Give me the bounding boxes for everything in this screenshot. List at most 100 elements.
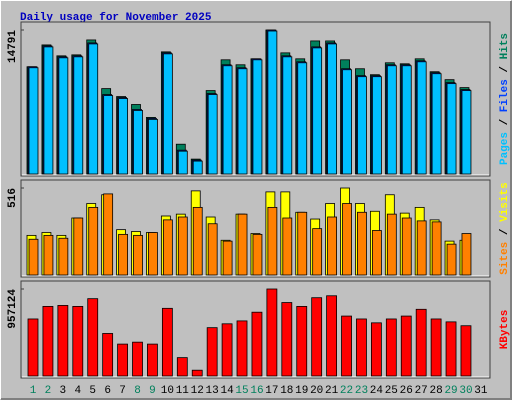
- bar: [117, 343, 128, 377]
- bar: [416, 220, 427, 276]
- bar: [370, 322, 382, 377]
- bar: [28, 238, 39, 276]
- bar: [133, 110, 143, 175]
- legend-entry: Visits: [499, 182, 511, 222]
- bar: [386, 65, 397, 175]
- bar: [207, 223, 218, 276]
- bar: [221, 323, 233, 377]
- x-tick-label: 18: [280, 385, 293, 397]
- bar: [282, 217, 293, 276]
- bar: [461, 233, 472, 276]
- legend-entry: Sites: [499, 242, 511, 275]
- x-tick-label: 25: [385, 385, 398, 397]
- bar: [192, 160, 203, 175]
- x-tick-label: 1: [30, 385, 37, 397]
- bar: [27, 318, 39, 377]
- bar: [237, 68, 248, 175]
- bar: [416, 61, 427, 175]
- x-tick-label: 4: [74, 385, 81, 397]
- bar: [43, 234, 54, 276]
- bar: [237, 213, 248, 276]
- legend: Pages / Files / Hits: [499, 33, 511, 165]
- x-tick-label: 19: [295, 385, 308, 397]
- bar: [103, 95, 114, 175]
- bar: [102, 333, 114, 377]
- bar: [431, 221, 442, 276]
- bar: [118, 233, 128, 276]
- bar: [57, 305, 69, 377]
- legend: Sites / Visits: [499, 182, 511, 274]
- bar: [342, 203, 352, 276]
- bar: [446, 243, 457, 276]
- bar: [176, 357, 188, 377]
- bar: [460, 325, 472, 377]
- bar: [282, 56, 293, 175]
- x-tick-label: 27: [415, 385, 428, 397]
- legend-separator: /: [499, 112, 511, 132]
- bar: [400, 315, 412, 377]
- bar: [266, 288, 278, 377]
- bar: [162, 219, 173, 276]
- bar: [401, 217, 412, 276]
- legend-entry: KBytes: [499, 310, 511, 350]
- bar: [312, 228, 323, 276]
- legend-entry: Hits: [499, 33, 511, 59]
- x-tick-label: 3: [60, 385, 67, 397]
- bar: [222, 240, 233, 276]
- legend-separator: /: [499, 222, 511, 242]
- bar: [312, 47, 323, 175]
- bar: [281, 302, 293, 377]
- bar: [297, 62, 308, 175]
- bar: [357, 211, 367, 276]
- bar: [311, 297, 323, 377]
- bar: [43, 46, 54, 175]
- bar: [415, 308, 427, 377]
- bar: [72, 305, 84, 377]
- bar: [431, 73, 442, 175]
- bar: [445, 321, 457, 377]
- x-tick-label: 31: [474, 385, 488, 397]
- bar: [297, 211, 308, 276]
- x-tick-label: 11: [176, 385, 190, 397]
- bar: [401, 65, 412, 175]
- x-tick-label: 7: [119, 385, 126, 397]
- x-tick-label: 16: [250, 385, 263, 397]
- x-tick-label: 6: [104, 385, 111, 397]
- bar: [148, 118, 158, 175]
- bar: [385, 318, 397, 377]
- bar: [296, 305, 308, 377]
- bar: [356, 318, 367, 377]
- bar: [192, 206, 203, 276]
- bar: [206, 327, 218, 377]
- x-tick-label: 13: [206, 385, 219, 397]
- x-tick-label: 21: [325, 385, 339, 397]
- bar: [326, 295, 338, 377]
- x-tick-label: 5: [89, 385, 96, 397]
- bar: [161, 307, 173, 377]
- bar: [73, 217, 84, 276]
- bar: [267, 206, 278, 276]
- x-tick-label: 30: [459, 385, 472, 397]
- bar: [251, 311, 263, 377]
- bar: [267, 30, 278, 175]
- legend: KBytes: [499, 310, 511, 350]
- bar: [252, 233, 263, 276]
- legend-entry: Pages: [499, 132, 511, 165]
- bar: [58, 57, 69, 175]
- bar: [207, 94, 218, 175]
- bar: [222, 65, 233, 175]
- x-tick-label: 12: [191, 385, 204, 397]
- bar: [42, 305, 54, 377]
- bar: [177, 216, 188, 276]
- bar: [327, 216, 338, 276]
- bar: [386, 213, 397, 276]
- bar: [371, 230, 382, 276]
- bar: [148, 232, 158, 276]
- bar: [118, 98, 128, 175]
- bar: [341, 315, 352, 377]
- bar: [88, 43, 99, 175]
- bar: [252, 59, 263, 175]
- x-tick-label: 29: [444, 385, 457, 397]
